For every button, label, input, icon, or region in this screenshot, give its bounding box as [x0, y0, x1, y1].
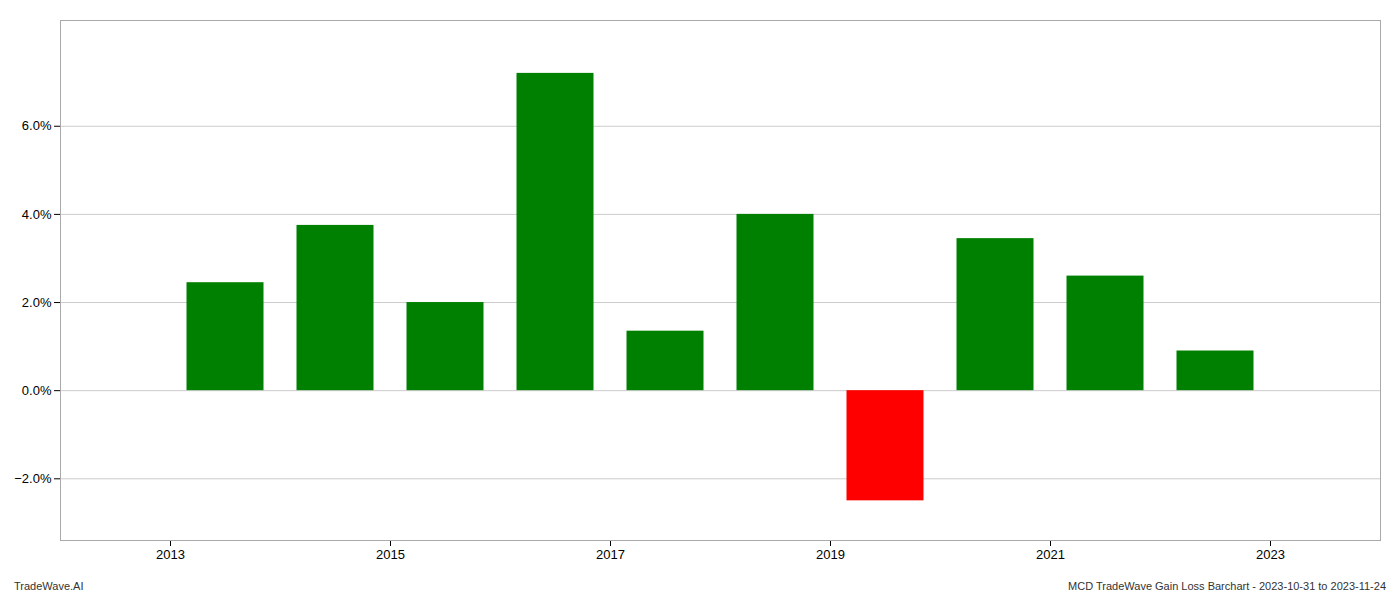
svg-text:−2.0%: −2.0% [14, 471, 52, 486]
svg-text:2017: 2017 [596, 547, 625, 562]
svg-text:2015: 2015 [376, 547, 405, 562]
svg-text:2023: 2023 [1256, 547, 1285, 562]
svg-text:2.0%: 2.0% [22, 295, 52, 310]
svg-text:2013: 2013 [156, 547, 185, 562]
svg-text:6.0%: 6.0% [22, 118, 52, 133]
svg-text:2019: 2019 [816, 547, 845, 562]
html-text:MCD TradeWave Gain Loss Barcha: MCD TradeWave Gain Loss Barchart - 2023-… [1068, 580, 1386, 592]
html-text:TradeWave.AI: TradeWave.AI [14, 580, 84, 592]
svg-text:2021: 2021 [1036, 547, 1065, 562]
svg-text:0.0%: 0.0% [22, 383, 52, 398]
svg-text:4.0%: 4.0% [22, 207, 52, 222]
